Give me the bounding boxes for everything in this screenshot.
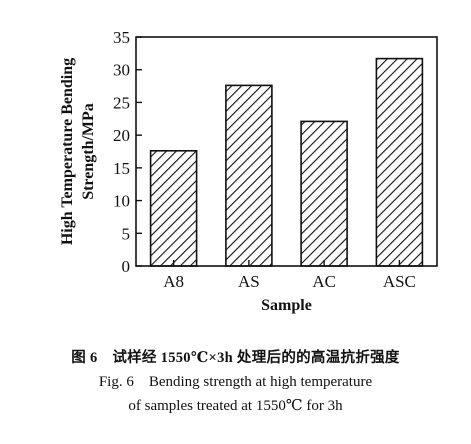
axes-layer [135, 36, 438, 267]
x-tick-label: A8 [163, 272, 184, 291]
y-tick-label: 0 [122, 257, 131, 276]
y-axis-title-line2: Strength/MPa [80, 103, 97, 200]
figure-caption-english-line2: of samples treated at 1550℃ for 3h [128, 398, 343, 414]
y-axis-title-line1: High Temperature Bending [59, 58, 76, 245]
x-tick-label: AC [312, 272, 336, 291]
bar-a8 [149, 150, 198, 267]
y-tick-label: 20 [113, 126, 130, 145]
bar-ac [300, 120, 348, 267]
y-tick-label: 15 [113, 159, 130, 178]
x-tick-label: ASC [383, 272, 416, 291]
figure-caption-english-line1: Fig. 6 Bending strength at high temperat… [98, 374, 373, 390]
y-tick-label: 35 [113, 28, 130, 47]
plot-frame [135, 36, 438, 267]
x-axis-title: Sample [261, 297, 312, 314]
ticks-layer: 0 5 10 15 20 25 30 35 A8 AS AC ASC [113, 28, 416, 291]
y-tick-label: 25 [113, 93, 130, 112]
bar-asc [375, 57, 424, 267]
y-tick-label: 5 [122, 224, 131, 243]
x-tick-label: AS [238, 272, 260, 291]
bars-layer [149, 57, 424, 267]
y-tick-label: 10 [113, 192, 130, 211]
figure-caption-chinese: 图 6 试样经 1550℃×3h 处理后的的高温抗折强度 [71, 350, 400, 366]
y-tick-label: 30 [113, 61, 130, 80]
bar-chart: 0 5 10 15 20 25 30 35 A8 AS AC ASC High Temperature… [59, 28, 438, 314]
bar-as [225, 84, 273, 267]
